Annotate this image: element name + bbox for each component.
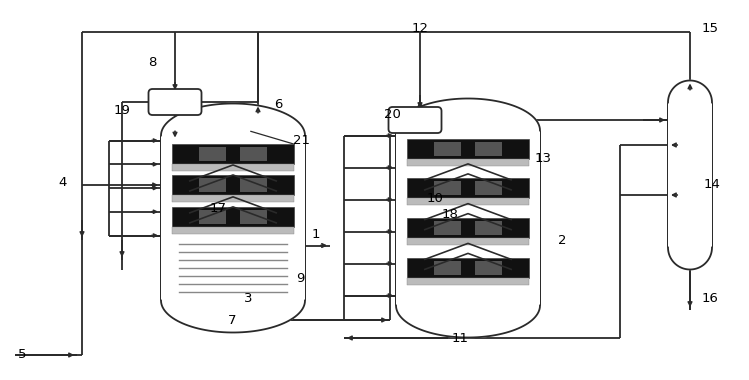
Bar (198, 210, 225, 224)
Bar (240, 178, 267, 192)
Text: 14: 14 (703, 179, 721, 192)
Bar (172, 207, 294, 227)
Text: 21: 21 (294, 133, 311, 147)
Bar (198, 178, 225, 192)
Text: 18: 18 (442, 209, 458, 222)
Bar (476, 221, 503, 235)
Text: 12: 12 (411, 22, 428, 35)
Polygon shape (396, 306, 540, 337)
Text: 9: 9 (296, 271, 304, 285)
Text: 20: 20 (383, 109, 401, 122)
Bar (668, 103, 712, 247)
Bar (407, 158, 530, 166)
Bar (407, 198, 530, 205)
Bar (476, 261, 503, 275)
Bar (172, 144, 294, 163)
Bar (407, 218, 530, 238)
FancyBboxPatch shape (389, 107, 441, 133)
Bar (161, 136, 305, 301)
Bar (240, 147, 267, 160)
Bar (476, 181, 503, 195)
Polygon shape (396, 98, 540, 130)
Bar (396, 130, 540, 306)
Text: 5: 5 (18, 348, 26, 361)
Text: 19: 19 (114, 103, 130, 117)
Bar (198, 147, 225, 160)
Polygon shape (668, 247, 712, 269)
Bar (434, 141, 461, 155)
Text: 15: 15 (702, 22, 718, 35)
Bar (476, 141, 503, 155)
Text: 11: 11 (452, 331, 469, 345)
Text: 6: 6 (274, 98, 282, 111)
Text: 17: 17 (210, 201, 226, 214)
Bar (172, 163, 294, 171)
Text: 8: 8 (148, 55, 157, 68)
Polygon shape (161, 301, 305, 332)
Text: 7: 7 (228, 314, 236, 326)
FancyBboxPatch shape (148, 89, 201, 115)
Bar (407, 278, 530, 285)
Bar (407, 238, 530, 245)
Bar (434, 221, 461, 235)
Polygon shape (161, 103, 305, 136)
Text: 2: 2 (558, 233, 566, 247)
Text: 10: 10 (427, 192, 443, 204)
Bar (434, 261, 461, 275)
Bar (172, 195, 294, 203)
Bar (407, 258, 530, 278)
Bar (434, 181, 461, 195)
Text: 13: 13 (535, 152, 551, 165)
Bar (240, 210, 267, 224)
Text: 16: 16 (702, 291, 718, 304)
Text: 1: 1 (312, 228, 321, 242)
Bar (172, 227, 294, 234)
Bar (407, 138, 530, 158)
Bar (407, 178, 530, 198)
Text: 4: 4 (59, 176, 67, 190)
Bar (172, 176, 294, 195)
Polygon shape (668, 81, 712, 103)
Text: 3: 3 (243, 291, 252, 304)
